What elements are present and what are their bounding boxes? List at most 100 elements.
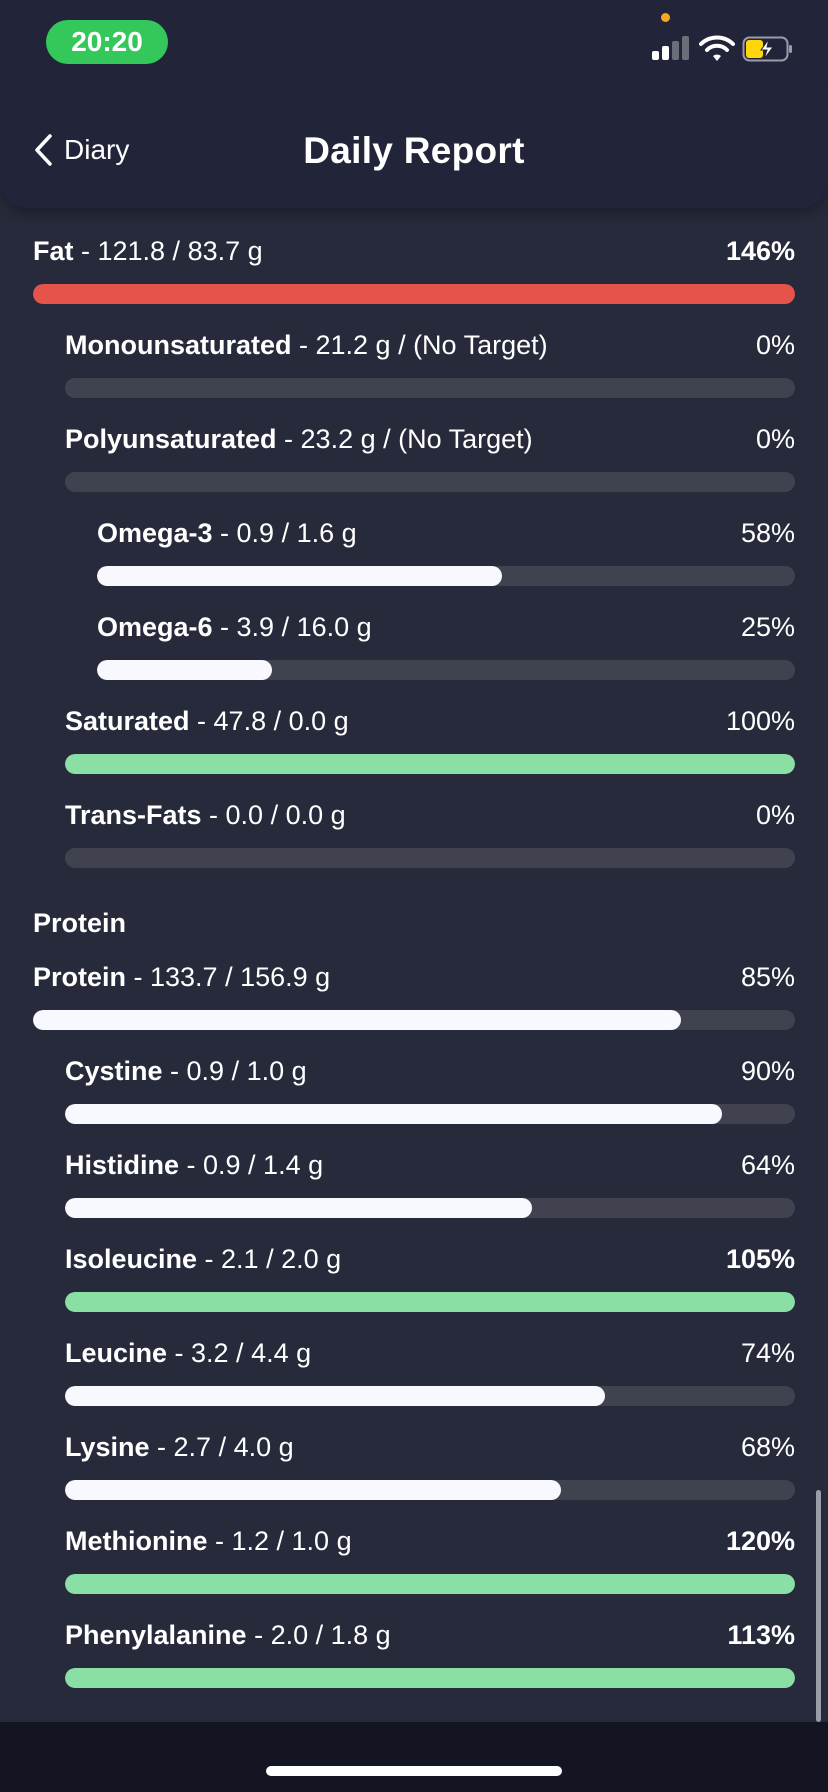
nutrient-percent: 64%	[740, 1150, 795, 1180]
status-time: 20:20	[46, 20, 168, 64]
nutrient-row-phenylalanine: Phenylalanine - 2.0 / 1.8 g 113%	[65, 1620, 795, 1700]
nutrient-row-isoleucine: Isoleucine - 2.1 / 2.0 g 105%	[65, 1244, 795, 1324]
nutrient-amount: - 47.8 / 0.0 g	[189, 706, 349, 736]
nutrient-percent: 0%	[755, 424, 795, 454]
nutrient-row-saturated: Saturated - 47.8 / 0.0 g 100%	[65, 706, 795, 786]
nutrient-amount: - 1.2 / 1.0 g	[207, 1526, 352, 1556]
nutrient-row-trans-fats: Trans-Fats - 0.0 / 0.0 g 0%	[65, 800, 795, 880]
nutrient-name: Omega-3	[97, 518, 213, 548]
nutrient-amount: - 121.8 / 83.7 g	[73, 236, 263, 266]
progress-bar-track	[65, 1104, 795, 1124]
progress-bar-fill	[65, 1386, 606, 1406]
nutrient-row-histidine: Histidine - 0.9 / 1.4 g 64%	[65, 1150, 795, 1230]
progress-bar-fill	[33, 284, 795, 304]
nutrient-percent: 85%	[740, 962, 795, 992]
nutrient-row-leucine: Leucine - 3.2 / 4.4 g 74%	[65, 1338, 795, 1418]
progress-bar-track	[33, 1010, 795, 1030]
nutrient-name: Isoleucine	[65, 1244, 198, 1274]
progress-bar-track	[65, 378, 795, 398]
status-bar: 20:20	[0, 0, 828, 86]
nutrient-row-omega-3: Omega-3 - 0.9 / 1.6 g 58%	[97, 518, 795, 598]
nutrient-name: Leucine	[65, 1338, 168, 1368]
nutrient-amount: - 3.9 / 16.0 g	[212, 612, 372, 642]
progress-bar-track	[65, 848, 795, 868]
progress-bar-fill	[97, 566, 502, 586]
nutrient-amount: - 2.0 / 1.8 g	[246, 1620, 391, 1650]
progress-bar-track	[33, 284, 795, 304]
nutrient-name: Histidine	[65, 1150, 180, 1180]
nutrient-amount: - 3.2 / 4.4 g	[167, 1338, 312, 1368]
progress-bar-track	[97, 660, 795, 680]
nutrient-row-protein: Protein - 133.7 / 156.9 g 85%	[33, 962, 795, 1042]
nutrient-amount: - 2.1 / 2.0 g	[197, 1244, 342, 1274]
nutrient-name: Methionine	[65, 1526, 208, 1556]
progress-bar-track	[65, 754, 795, 774]
nutrient-report-list[interactable]: Fat - 121.8 / 83.7 g 146% Monounsaturate…	[0, 208, 828, 1722]
nutrient-percent: 25%	[740, 612, 795, 642]
nutrient-amount: - 133.7 / 156.9 g	[126, 962, 331, 992]
home-indicator[interactable]	[266, 1766, 562, 1776]
nutrient-percent: 105%	[725, 1244, 795, 1274]
nutrient-name: Monounsaturated	[65, 330, 292, 360]
nutrient-percent: 68%	[740, 1432, 795, 1462]
nutrient-percent: 90%	[740, 1056, 795, 1086]
progress-bar-track	[97, 566, 795, 586]
nutrient-name: Cystine	[65, 1056, 163, 1086]
nutrient-amount: - 0.9 / 1.0 g	[162, 1056, 307, 1086]
battery-charging-icon	[742, 36, 792, 62]
progress-bar-track	[65, 1480, 795, 1500]
nutrient-percent: 58%	[740, 518, 795, 548]
nutrient-row-lysine: Lysine - 2.7 / 4.0 g 68%	[65, 1432, 795, 1512]
back-to-diary-button[interactable]: Diary	[30, 130, 129, 170]
progress-bar-track	[65, 1668, 795, 1688]
nutrient-row-omega-6: Omega-6 - 3.9 / 16.0 g 25%	[97, 612, 795, 692]
progress-bar-track	[65, 1198, 795, 1218]
nutrient-percent: 100%	[725, 706, 795, 736]
nutrient-row-fat: Fat - 121.8 / 83.7 g 146%	[33, 236, 795, 316]
progress-bar-fill	[65, 754, 795, 774]
nutrient-amount: - 21.2 g / (No Target)	[291, 330, 548, 360]
nutrient-name: Omega-6	[97, 612, 213, 642]
nutrient-row-monounsaturated: Monounsaturated - 21.2 g / (No Target) 0…	[65, 330, 795, 410]
back-button-label: Diary	[64, 134, 130, 165]
progress-bar-track	[65, 472, 795, 492]
progress-bar-fill	[65, 1198, 533, 1218]
nutrient-percent: 0%	[755, 800, 795, 830]
progress-bar-track	[65, 1574, 795, 1594]
nutrient-name: Trans-Fats	[65, 800, 202, 830]
nutrient-row-cystine: Cystine - 0.9 / 1.0 g 90%	[65, 1056, 795, 1136]
progress-bar-fill	[65, 1292, 795, 1312]
nutrient-row-methionine: Methionine - 1.2 / 1.0 g 120%	[65, 1526, 795, 1606]
nutrient-name: Fat	[33, 236, 74, 266]
page-title: Daily Report	[303, 130, 525, 171]
nutrient-percent: 146%	[725, 236, 795, 266]
nutrient-name: Lysine	[65, 1432, 150, 1462]
progress-bar-track	[65, 1292, 795, 1312]
nutrient-row-polyunsaturated: Polyunsaturated - 23.2 g / (No Target) 0…	[65, 424, 795, 504]
section-title-protein: Protein	[33, 908, 127, 938]
nutrient-amount: - 2.7 / 4.0 g	[149, 1432, 294, 1462]
nutrient-name: Saturated	[65, 706, 190, 736]
nutrient-amount: - 23.2 g / (No Target)	[276, 424, 533, 454]
nutrient-amount: - 0.9 / 1.4 g	[179, 1150, 324, 1180]
nutrient-percent: 74%	[740, 1338, 795, 1368]
nutrient-name: Polyunsaturated	[65, 424, 277, 454]
navigation-header: Diary Daily Report	[0, 86, 828, 208]
nutrient-amount: - 0.9 / 1.6 g	[212, 518, 357, 548]
chevron-left-icon	[35, 134, 52, 166]
progress-bar-fill	[97, 660, 272, 680]
progress-bar-fill	[65, 1574, 795, 1594]
progress-bar-fill	[65, 1104, 722, 1124]
vertical-scrollbar[interactable]	[816, 1490, 821, 1722]
nutrient-name: Phenylalanine	[65, 1620, 247, 1650]
nutrient-name: Protein	[33, 962, 127, 992]
progress-bar-fill	[33, 1010, 681, 1030]
nutrient-percent: 113%	[727, 1620, 795, 1650]
wifi-icon	[699, 35, 735, 61]
nutrient-percent: 120%	[725, 1526, 795, 1556]
progress-bar-track	[65, 1386, 795, 1406]
nutrient-percent: 0%	[755, 330, 795, 360]
progress-bar-fill	[65, 1668, 795, 1688]
nutrient-amount: - 0.0 / 0.0 g	[201, 800, 346, 830]
cellular-signal-icon	[652, 36, 690, 60]
